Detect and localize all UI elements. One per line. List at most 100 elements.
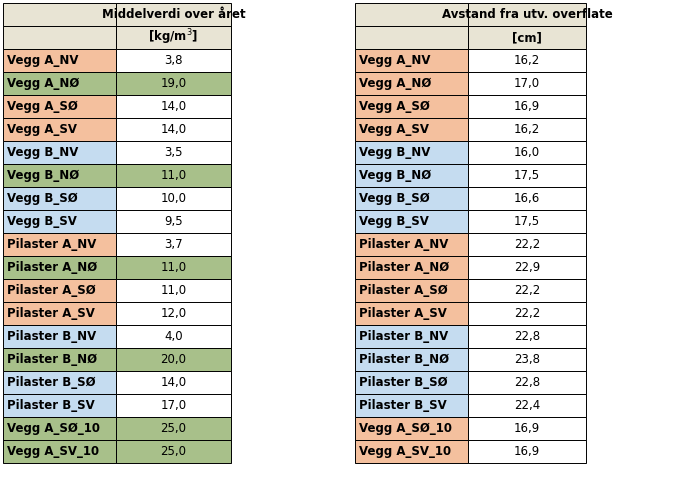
Bar [116,371,231,394]
Text: Pilaster A_SØ: Pilaster A_SØ [7,284,96,297]
Bar [3,26,116,49]
Text: Pilaster B_SØ: Pilaster B_SØ [359,376,448,389]
Text: 16,9: 16,9 [514,100,540,113]
Bar [355,210,468,233]
Text: Pilaster B_SØ: Pilaster B_SØ [7,376,96,389]
Text: Avstand fra utv. overflate: Avstand fra utv. overflate [441,8,613,21]
Bar [3,440,116,463]
Text: Vegg A_NØ: Vegg A_NØ [359,77,431,90]
Text: 19,0: 19,0 [161,77,186,90]
Bar [468,187,586,210]
Text: 14,0: 14,0 [161,123,186,136]
Bar [468,348,586,371]
Text: 3,8: 3,8 [164,54,183,67]
Bar [355,440,468,463]
Text: 14,0: 14,0 [161,100,186,113]
Text: Vegg A_SØ: Vegg A_SØ [7,100,78,113]
Bar [3,325,116,348]
Text: [cm]: [cm] [512,31,542,44]
Text: 16,6: 16,6 [514,192,540,205]
Text: 16,9: 16,9 [514,422,540,435]
Text: 16,2: 16,2 [514,123,540,136]
Bar [468,279,586,302]
Bar [3,371,116,394]
Text: 12,0: 12,0 [161,307,186,320]
Text: Vegg B_SV: Vegg B_SV [359,215,429,228]
Bar [3,348,116,371]
Bar [468,164,586,187]
Bar [3,141,116,164]
Bar [116,26,231,49]
Bar [355,348,468,371]
Bar [3,95,116,118]
Text: 16,0: 16,0 [514,146,540,159]
Text: 17,5: 17,5 [514,215,540,228]
Text: Vegg B_NV: Vegg B_NV [7,146,78,159]
Bar [116,164,231,187]
Text: Middelverdi over året: Middelverdi over året [102,8,245,21]
Bar [116,302,231,325]
Text: Pilaster A_NØ: Pilaster A_NØ [359,261,449,274]
Bar [355,394,468,417]
Bar [3,3,116,26]
Text: 25,0: 25,0 [161,445,186,458]
Text: Vegg B_SØ: Vegg B_SØ [359,192,430,205]
Text: 4,0: 4,0 [164,330,183,343]
Text: 11,0: 11,0 [161,284,186,297]
Bar [116,256,231,279]
Bar [116,394,231,417]
Bar [468,256,586,279]
Bar [468,49,586,72]
Text: Vegg A_SV: Vegg A_SV [359,123,429,136]
Text: Pilaster B_SV: Pilaster B_SV [359,399,447,412]
Text: Vegg B_NV: Vegg B_NV [359,146,430,159]
Text: Vegg A_SØ: Vegg A_SØ [359,100,430,113]
Text: Pilaster A_SØ: Pilaster A_SØ [359,284,448,297]
Text: 16,9: 16,9 [514,445,540,458]
Text: 23,8: 23,8 [514,353,540,366]
Bar [116,210,231,233]
Bar [355,256,468,279]
Text: Vegg A_SV_10: Vegg A_SV_10 [359,445,451,458]
Bar [116,3,231,26]
Bar [468,95,586,118]
Bar [116,233,231,256]
Bar [355,95,468,118]
Bar [468,371,586,394]
Text: Pilaster B_NØ: Pilaster B_NØ [7,353,97,366]
Text: Pilaster B_NV: Pilaster B_NV [7,330,96,343]
Text: Pilaster B_NV: Pilaster B_NV [359,330,448,343]
Bar [3,279,116,302]
Bar [3,164,116,187]
Bar [116,72,231,95]
Bar [116,440,231,463]
Text: Vegg B_SV: Vegg B_SV [7,215,77,228]
Text: 17,0: 17,0 [161,399,186,412]
Bar [355,279,468,302]
Bar [355,141,468,164]
Bar [3,233,116,256]
Bar [355,371,468,394]
Text: Pilaster A_NØ: Pilaster A_NØ [7,261,97,274]
Bar [355,3,468,26]
Bar [468,3,586,26]
Text: Vegg A_NV: Vegg A_NV [359,54,430,67]
Bar [116,325,231,348]
Text: 22,9: 22,9 [514,261,540,274]
Bar [3,394,116,417]
Text: 16,2: 16,2 [514,54,540,67]
Bar [355,26,468,49]
Bar [3,118,116,141]
Text: Pilaster A_SV: Pilaster A_SV [7,307,95,320]
Bar [468,210,586,233]
Bar [468,325,586,348]
Text: 22,2: 22,2 [514,284,540,297]
Bar [3,210,116,233]
Bar [116,417,231,440]
Bar [468,26,586,49]
Bar [355,187,468,210]
Bar [355,164,468,187]
Bar [3,187,116,210]
Text: Vegg B_NØ: Vegg B_NØ [359,169,431,182]
Text: 3,5: 3,5 [164,146,183,159]
